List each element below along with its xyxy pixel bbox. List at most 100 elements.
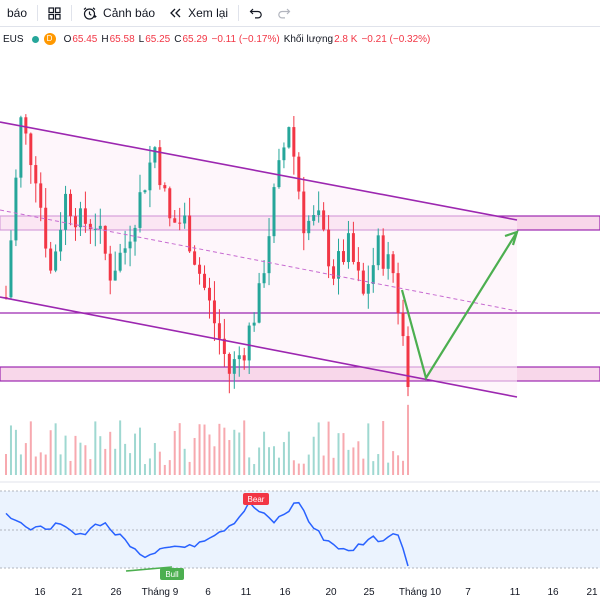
volume-bar [69,460,72,475]
volume-bar [158,451,161,475]
volume-bar [84,445,87,475]
replay-button[interactable]: Xem lại [162,0,235,26]
volume-bar [213,446,216,475]
x-tick-label: 16 [279,587,291,598]
volume-bar [9,425,12,475]
volume-bar [248,457,251,475]
volume-bar [402,460,405,475]
replay-icon [170,8,181,18]
volume-bar [367,423,370,475]
candle-body [232,359,236,374]
volume-bar [188,461,191,475]
market-status-dot [31,35,39,43]
candle-body [158,147,162,186]
volume-bar [352,447,355,475]
redo-button[interactable] [270,0,298,26]
candle-body [88,223,92,230]
alert-button[interactable]: Cảnh báo [75,0,162,26]
candle-body [168,188,172,219]
candle-body [351,233,355,262]
volume-bar [302,463,305,475]
volume-bar [173,430,176,475]
candle-body [317,210,321,216]
candle-body [98,225,102,229]
candle-body [277,160,281,188]
toolbar-divider [71,5,73,21]
candle-body [297,156,301,192]
volume-bar [5,454,7,475]
bull-label: Bull [165,570,179,579]
volume-bar [24,443,27,475]
channel-mid-dashed-line [0,209,518,312]
layout-grid-button[interactable] [41,0,68,26]
volume-bar [372,461,375,475]
candle-body [108,253,112,281]
volume-bar [268,447,271,475]
volume-bar [14,429,17,475]
candle-body [148,162,152,191]
change-value: −0.11 (−0.17%) [211,33,280,45]
volume-bar [54,423,57,475]
volume-bar [74,435,77,475]
candle-body [103,225,107,254]
candle-body [24,117,28,134]
volume-bar [243,420,246,475]
x-tick-label: 26 [110,587,122,598]
volume-bar [49,430,52,475]
volume-bar [178,423,181,475]
candle-body [361,270,365,294]
bull-divergence-line [125,566,173,572]
high-label: H [101,33,109,45]
symbol-name[interactable]: EUS [3,33,24,45]
volume-bar [342,433,345,475]
candle-body [366,284,370,294]
redo-icon [278,8,291,19]
volume-bar [228,440,231,475]
volume-bar [263,431,266,475]
candle-body [113,270,117,281]
channel-upper-line [0,121,518,221]
candle-body [376,235,380,266]
volume-bar [282,442,285,475]
channel-fill [0,122,517,397]
interval-badge: D [43,33,56,45]
candle-body [173,218,177,223]
undo-icon [249,8,262,19]
candle-body [272,187,276,237]
volume-bar [79,442,82,475]
alarm-clock-icon [83,6,97,20]
volume-bar [139,427,141,475]
candle-body [207,287,211,301]
candle-body [391,254,395,274]
projection-arrowhead [504,230,519,246]
volume-bar [114,448,117,475]
alert-partial-button[interactable]: báo [0,0,34,26]
volume-bar [392,451,395,475]
candle-body [153,147,157,163]
volume-bar [337,433,340,475]
candle-body [19,117,23,178]
undo-button[interactable] [242,0,270,26]
bear-label: Bear [248,495,265,504]
candle-body [59,229,63,252]
rsi-line [5,500,409,567]
high-value: 65.58 [109,33,135,45]
volume-bar [357,441,360,475]
candle-body [188,215,192,252]
x-tick-label: 21 [586,587,598,598]
candle-body [64,193,68,230]
x-tick-label: 25 [363,587,375,598]
volume-bar [119,420,122,475]
grid-icon [48,6,61,20]
volume-bar [134,433,137,475]
candle-body [322,210,326,230]
candle-body [282,147,286,161]
volume-bar [129,453,132,475]
candle-body [9,240,13,298]
candle-body [183,215,187,224]
candle-body [83,208,87,224]
low-label: L [138,33,145,45]
candle-body [49,248,53,271]
candle-body [73,216,77,228]
